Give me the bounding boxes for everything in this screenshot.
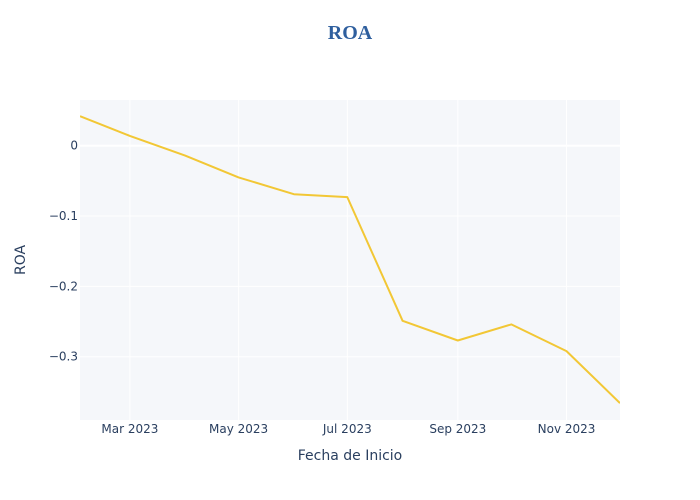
y-tick-label: −0.3 [49,350,78,364]
x-tick-label: May 2023 [209,422,268,436]
grid-lines [80,100,620,420]
series-layer [80,115,620,404]
x-axis-title: Fecha de Inicio [298,448,403,464]
y-tick-label: −0.2 [49,279,78,293]
y-tick-label: 0 [70,139,78,153]
x-tick-label: Sep 2023 [429,422,486,436]
roa-series-line [80,115,620,404]
x-tick-label: Mar 2023 [101,422,158,436]
x-tick-label: Nov 2023 [538,422,596,436]
y-axis-title: ROA [13,245,29,276]
axis-ticks: Mar 2023 May 2023 Jul 2023 Sep 2023 Nov 2023… [49,139,596,436]
x-tick-label: Jul 2023 [322,422,372,436]
y-tick-label: −0.1 [49,209,78,223]
chart-title: ROA [328,22,373,44]
plot-area [80,100,620,420]
